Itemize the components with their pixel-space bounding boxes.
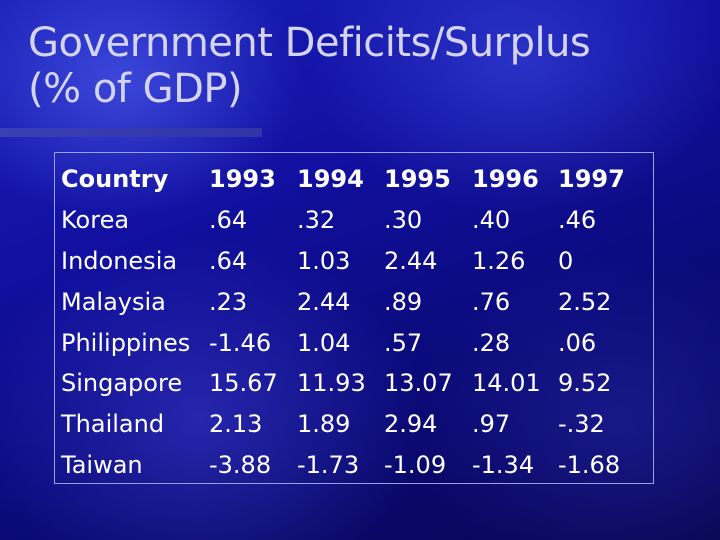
header-1995: 1995	[384, 165, 451, 194]
value-cell: 2.94	[384, 410, 438, 439]
header-country: Country	[61, 165, 169, 194]
value-cell: 2.13	[209, 410, 263, 439]
value-cell: .46	[558, 206, 597, 235]
country-cell: Singapore	[61, 369, 183, 398]
value-cell: .97	[472, 410, 511, 439]
country-cell: Korea	[61, 206, 130, 235]
table-row: Singapore 15.67 11.93 13.07 14.01 9.52	[61, 363, 644, 404]
value-cell: .32	[297, 206, 336, 235]
title-line-1: Government Deficits/Surplus	[28, 20, 591, 66]
value-cell: 2.44	[297, 287, 351, 316]
table-row: Korea .64 .32 .30 .40 .46	[61, 200, 644, 241]
value-cell: -1.68	[558, 450, 621, 479]
table-row: Malaysia .23 2.44 .89 .76 2.52	[61, 281, 644, 322]
table-row: Thailand 2.13 1.89 2.94 .97 -.32	[61, 404, 644, 445]
value-cell: .28	[472, 328, 511, 357]
header-1994: 1994	[297, 165, 364, 194]
value-cell: 1.89	[297, 410, 351, 439]
country-cell: Malaysia	[61, 287, 166, 316]
value-cell: -1.34	[472, 450, 535, 479]
value-cell: 1.04	[297, 328, 351, 357]
value-cell: 9.52	[558, 369, 612, 398]
value-cell: .89	[384, 287, 423, 316]
deficit-table: Country 1993 1994 1995 1996 1997 Korea .…	[61, 159, 644, 485]
title-underline	[0, 128, 262, 137]
country-cell: Indonesia	[61, 246, 178, 275]
value-cell: .64	[209, 246, 248, 275]
value-cell: 0	[558, 246, 574, 275]
data-table-frame: Country 1993 1994 1995 1996 1997 Korea .…	[54, 152, 654, 484]
header-1993: 1993	[209, 165, 276, 194]
slide-title: Government Deficits/Surplus (% of GDP)	[28, 20, 668, 112]
value-cell: 11.93	[297, 369, 366, 398]
value-cell: 1.26	[472, 246, 526, 275]
value-cell: -3.88	[209, 450, 272, 479]
value-cell: .76	[472, 287, 511, 316]
value-cell: 14.01	[472, 369, 541, 398]
header-1997: 1997	[558, 165, 625, 194]
table-row: Indonesia .64 1.03 2.44 1.26 0	[61, 241, 644, 282]
value-cell: -1.09	[384, 450, 447, 479]
value-cell: 2.44	[384, 246, 438, 275]
value-cell: -.32	[558, 410, 605, 439]
value-cell: -1.46	[209, 328, 272, 357]
value-cell: 13.07	[384, 369, 453, 398]
table-row: Philippines -1.46 1.04 .57 .28 .06	[61, 322, 644, 363]
country-cell: Thailand	[61, 410, 165, 439]
value-cell: .30	[384, 206, 423, 235]
table-header-row: Country 1993 1994 1995 1996 1997	[61, 159, 644, 200]
country-cell: Taiwan	[61, 450, 143, 479]
value-cell: .06	[558, 328, 597, 357]
title-line-2: (% of GDP)	[28, 66, 243, 112]
value-cell: .64	[209, 206, 248, 235]
value-cell: .40	[472, 206, 511, 235]
value-cell: 2.52	[558, 287, 612, 316]
table-row: Taiwan -3.88 -1.73 -1.09 -1.34 -1.68	[61, 445, 644, 486]
value-cell: -1.73	[297, 450, 360, 479]
country-cell: Philippines	[61, 328, 191, 357]
value-cell: .23	[209, 287, 248, 316]
header-1996: 1996	[472, 165, 539, 194]
value-cell: 15.67	[209, 369, 278, 398]
value-cell: .57	[384, 328, 423, 357]
value-cell: 1.03	[297, 246, 351, 275]
